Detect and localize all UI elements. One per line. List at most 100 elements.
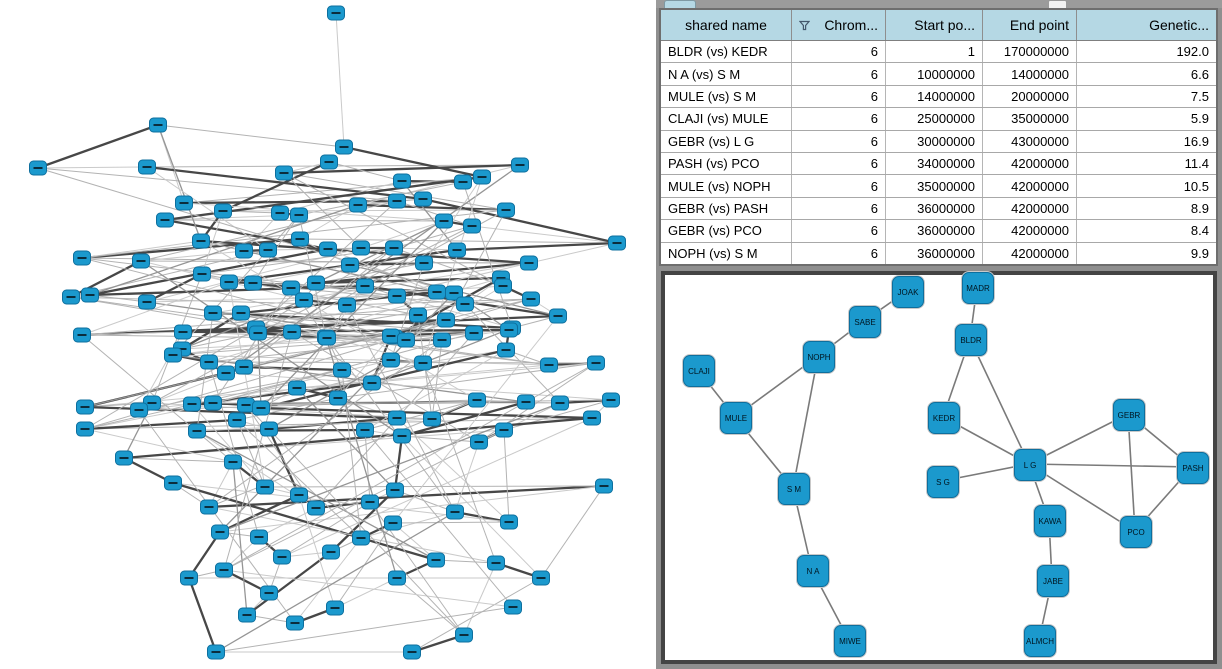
table-cell: 192.0 xyxy=(1176,44,1209,60)
graph-node-label xyxy=(418,362,428,364)
graph-node-almch[interactable]: ALMCH xyxy=(1024,625,1056,657)
graph-edge xyxy=(396,200,473,227)
graph-edge xyxy=(298,181,464,216)
graph-node-label xyxy=(153,124,163,126)
graph-node-l-g[interactable]: L G xyxy=(1014,449,1046,481)
table-row[interactable]: PASH (vs) PCO 6 34000000 42000000 11.4 xyxy=(661,153,1216,176)
column-header-chrom---[interactable]: Chrom... xyxy=(792,10,886,40)
table-cell: CLAJI (vs) MULE xyxy=(661,108,792,130)
table-cell: 10.5 xyxy=(1183,178,1209,194)
table-row[interactable]: MULE (vs) NOPH 6 35000000 42000000 10.5 xyxy=(661,175,1216,198)
graph-node-pco[interactable]: PCO xyxy=(1120,516,1152,548)
graph-edge xyxy=(183,176,483,204)
graph-edge xyxy=(188,531,221,579)
graph-node-label xyxy=(450,511,460,513)
graph-edge xyxy=(422,176,483,364)
graph-edge xyxy=(299,238,618,244)
table-cell: 14000000 xyxy=(886,85,983,108)
graph-edge xyxy=(196,312,214,432)
graph-node-jabe[interactable]: JABE xyxy=(1037,565,1069,597)
filter-icon[interactable] xyxy=(799,20,810,31)
table-cell: 42000000 xyxy=(983,197,1077,220)
graph-node-label xyxy=(85,294,95,296)
graph-node-label xyxy=(392,200,402,202)
graph-edge xyxy=(392,521,510,524)
column-header-start-po---[interactable]: Start po... xyxy=(886,10,983,40)
table-row[interactable]: GEBR (vs) PASH 6 36000000 42000000 8.9 xyxy=(661,197,1216,221)
graph-node-bldr[interactable]: BLDR xyxy=(955,324,987,356)
table-cell: 30000000 xyxy=(886,130,983,153)
graph-node-label xyxy=(253,332,263,334)
graph-node-s-m[interactable]: S M xyxy=(778,473,810,505)
table-row[interactable]: N A (vs) S M 6 10000000 14000000 6.6 xyxy=(661,63,1216,86)
graph-node-mule[interactable]: MULE xyxy=(720,402,752,434)
graph-node-label: MIWE xyxy=(839,636,861,646)
graph-node-label xyxy=(292,387,302,389)
graph-node-label xyxy=(392,295,402,297)
graph-edge xyxy=(357,203,507,212)
graph-edge xyxy=(291,331,480,443)
graph-node-kawa[interactable]: KAWA xyxy=(1034,505,1066,537)
column-header-genetic---[interactable]: Genetic... xyxy=(1077,10,1216,40)
table-row[interactable]: CLAJI (vs) MULE 6 25000000 35000000 5.9 xyxy=(661,108,1216,131)
table-row[interactable]: BLDR (vs) KEDR 6 1 170000000 192.0 xyxy=(661,41,1216,64)
graph-edge xyxy=(201,210,224,275)
graph-node-label xyxy=(324,161,334,163)
graph-node-n-a[interactable]: N A xyxy=(797,555,829,587)
graph-node-claji[interactable]: CLAJI xyxy=(683,355,715,387)
graph-node-label xyxy=(323,248,333,250)
graph-node-madr[interactable]: MADR xyxy=(962,272,994,304)
network-view-detail[interactable]: JOAK MADR SABE BLDR NOPH CLAJI MULE KEDR GEBR L G… xyxy=(661,271,1217,664)
graph-node-label xyxy=(386,335,396,337)
graph-edge xyxy=(225,164,521,374)
graph-edge xyxy=(81,331,184,336)
graph-edge xyxy=(157,124,202,242)
table-cell: 35000000 xyxy=(983,108,1077,130)
graph-node-gebr[interactable]: GEBR xyxy=(1113,399,1145,431)
graph-edge xyxy=(315,261,530,285)
table-row[interactable]: GEBR (vs) PCO 6 36000000 42000000 8.4 xyxy=(661,220,1216,243)
graph-node-label xyxy=(555,402,565,404)
graph-node-label: MADR xyxy=(966,283,990,293)
graph-edge xyxy=(343,145,483,179)
graph-node-pash[interactable]: PASH xyxy=(1177,452,1209,484)
graph-node-s-g[interactable]: S G xyxy=(927,466,959,498)
graph-node-label xyxy=(275,212,285,214)
graph-node-label xyxy=(498,285,508,287)
hairball-graph xyxy=(29,5,626,660)
graph-node-label xyxy=(360,285,370,287)
column-header-end-point[interactable]: End point xyxy=(983,10,1077,40)
graph-edge xyxy=(268,416,398,431)
graph-node-label xyxy=(179,202,189,204)
graph-node-label xyxy=(33,167,43,169)
graph-edge xyxy=(140,260,403,437)
table-cell: GEBR (vs) L G xyxy=(661,130,792,153)
graph-node-noph[interactable]: NOPH xyxy=(803,341,835,373)
table-cell: 6 xyxy=(792,175,886,197)
graph-edge xyxy=(396,417,510,523)
table-cell: 6 xyxy=(792,153,886,175)
graph-edge xyxy=(37,166,148,169)
table-row[interactable]: NOPH (vs) S M 6 36000000 42000000 9.9 xyxy=(661,242,1216,265)
graph-node-label: L G xyxy=(1023,460,1037,470)
table-row[interactable]: GEBR (vs) L G 6 30000000 43000000 16.9 xyxy=(661,130,1216,154)
graph-node-miwe[interactable]: MIWE xyxy=(834,625,866,657)
graph-node-label xyxy=(392,577,402,579)
graph-edge xyxy=(283,172,504,287)
column-header-label: Start po... xyxy=(914,17,975,33)
graph-node-kedr[interactable]: KEDR xyxy=(928,402,960,434)
network-view-main[interactable] xyxy=(0,0,656,669)
graph-node-sabe[interactable]: SABE xyxy=(849,306,881,338)
column-header-shared-name[interactable]: shared name xyxy=(661,10,792,40)
graph-edge xyxy=(540,485,605,579)
table-row[interactable]: MULE (vs) S M 6 14000000 20000000 7.5 xyxy=(661,85,1216,109)
graph-node-label xyxy=(360,429,370,431)
graph-edge xyxy=(503,429,510,523)
graph-edge xyxy=(219,493,300,534)
graph-node-label xyxy=(477,176,487,178)
graph-node-joak[interactable]: JOAK xyxy=(892,276,924,308)
graph-node-label xyxy=(431,559,441,561)
graph-node-label: GEBR xyxy=(1117,410,1141,420)
graph-edge xyxy=(1028,463,1136,532)
graph-edge xyxy=(236,419,266,488)
